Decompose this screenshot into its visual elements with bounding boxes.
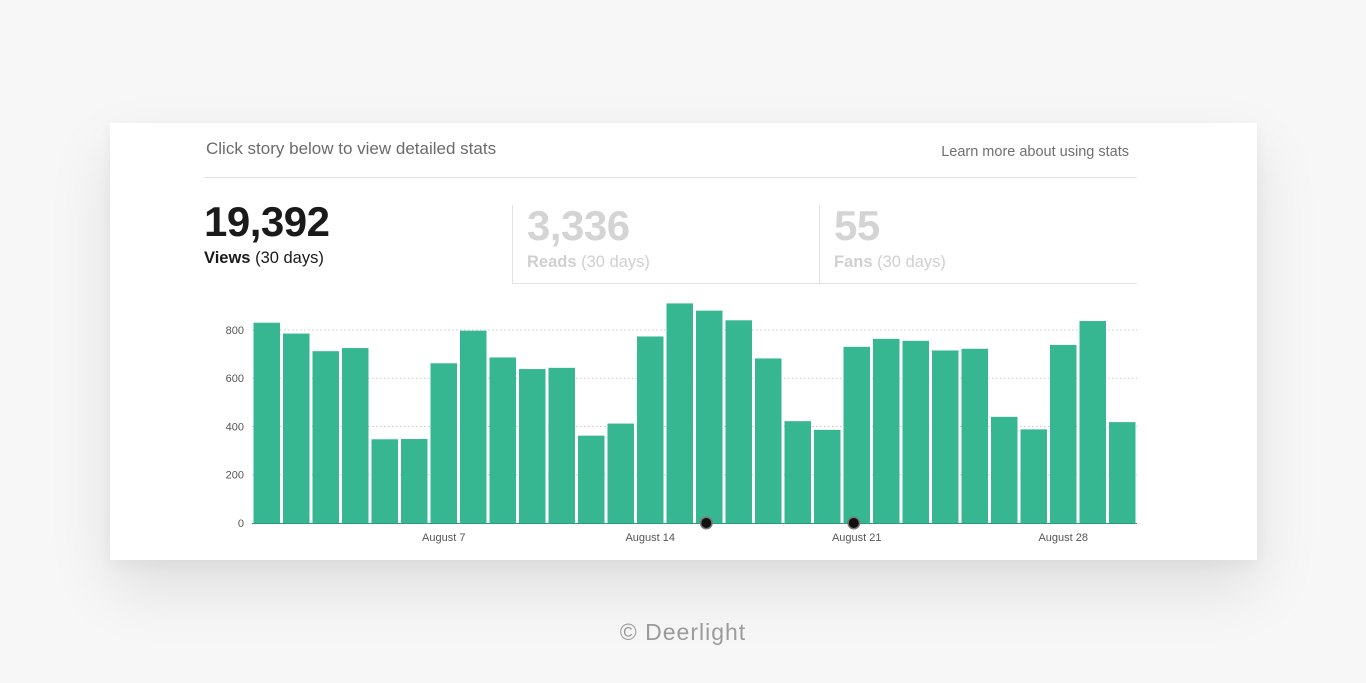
fans-metric[interactable]: 55 Fans (30 days) bbox=[819, 205, 1137, 284]
bar bbox=[902, 340, 929, 523]
x-tick-label: August 14 bbox=[625, 532, 675, 544]
reads-metric[interactable]: 3,336 Reads (30 days) bbox=[512, 205, 820, 284]
y-tick-label: 600 bbox=[226, 373, 244, 385]
reads-label: Reads (30 days) bbox=[527, 253, 650, 271]
bar bbox=[460, 330, 487, 523]
bar bbox=[283, 333, 310, 523]
stats-card: Click story below to view detailed stats… bbox=[110, 123, 1257, 560]
bar bbox=[1020, 429, 1047, 523]
bar bbox=[784, 421, 811, 523]
story-marker-dot bbox=[701, 518, 712, 528]
bar bbox=[725, 320, 752, 523]
learn-more-link[interactable]: Learn more about using stats bbox=[941, 144, 1129, 160]
bar bbox=[991, 416, 1018, 523]
y-tick-label: 0 bbox=[238, 518, 244, 530]
bar bbox=[430, 363, 457, 523]
x-tick-label: August 21 bbox=[832, 532, 882, 544]
x-tick-label: August 28 bbox=[1038, 532, 1088, 544]
y-tick-label: 200 bbox=[226, 470, 244, 482]
fans-count: 55 bbox=[834, 202, 880, 249]
bar bbox=[637, 336, 664, 523]
bar bbox=[312, 351, 339, 523]
bar bbox=[1050, 344, 1077, 523]
bar bbox=[843, 346, 870, 523]
x-tick-label: August 7 bbox=[422, 532, 465, 544]
copyright-text: © Deerlight bbox=[619, 619, 747, 645]
bar bbox=[873, 338, 900, 523]
bar bbox=[548, 367, 575, 523]
views-label: Views (30 days) bbox=[204, 249, 324, 267]
story-marker-dot bbox=[848, 518, 859, 528]
views-bar-chart: 0 200 400 600 800 August 7 August 14 August 21 A… bbox=[226, 303, 1137, 544]
bar bbox=[401, 439, 428, 523]
y-tick-label: 400 bbox=[226, 421, 244, 433]
stats-header: Click story below to view detailed stats… bbox=[204, 123, 1137, 178]
bar bbox=[961, 348, 988, 523]
bar bbox=[489, 357, 516, 523]
bar bbox=[371, 439, 398, 523]
y-tick-label: 800 bbox=[226, 325, 244, 337]
bar bbox=[755, 358, 782, 523]
bar bbox=[666, 303, 693, 523]
fans-label: Fans (30 days) bbox=[834, 253, 946, 271]
reads-count: 3,336 bbox=[527, 202, 630, 249]
bar bbox=[932, 350, 959, 523]
views-metric[interactable]: 19,392 Views (30 days) bbox=[204, 201, 512, 283]
bar bbox=[607, 423, 634, 523]
bar bbox=[519, 369, 546, 523]
views-count: 19,392 bbox=[204, 198, 330, 245]
instruction-text: Click story below to view detailed stats bbox=[206, 139, 497, 158]
bar bbox=[1079, 321, 1106, 523]
bar bbox=[696, 310, 723, 523]
bar bbox=[342, 348, 369, 523]
bar bbox=[1109, 422, 1136, 523]
bar bbox=[578, 435, 605, 523]
bar bbox=[814, 429, 841, 523]
bar bbox=[253, 322, 280, 523]
